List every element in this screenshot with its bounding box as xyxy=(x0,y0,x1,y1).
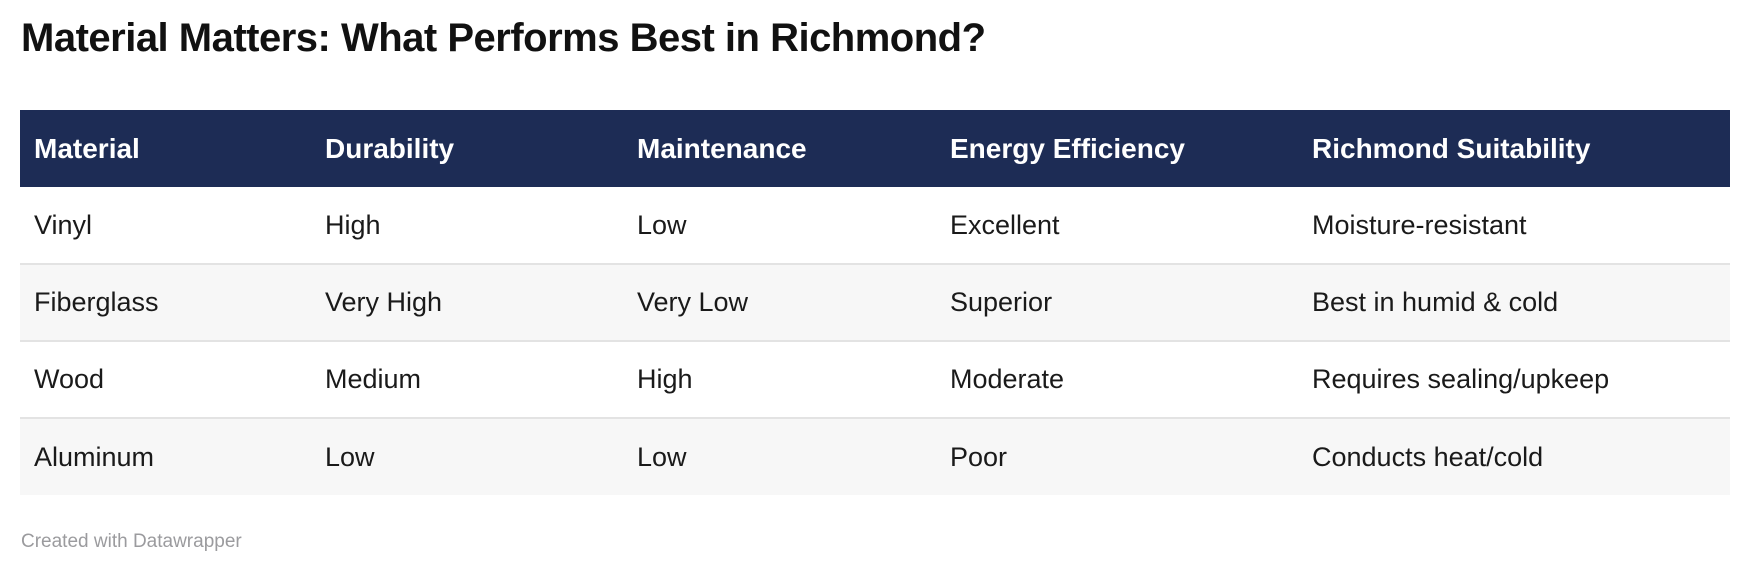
table-cell: Excellent xyxy=(950,209,1060,240)
table-row-wood: Wood Medium High Moderate Requires seali… xyxy=(20,340,1730,418)
table-cell: Best in humid & cold xyxy=(1298,263,1730,341)
table-cell: Poor xyxy=(936,417,1298,495)
table-body: Vinyl High Low Excellent Moisture-resist… xyxy=(20,187,1730,495)
table-cell: Very Low xyxy=(623,263,936,341)
table-cell: Fiberglass xyxy=(20,263,311,341)
materials-comparison-table: Material Durability Maintenance Energy E… xyxy=(20,110,1730,495)
table-header: Material Durability Maintenance Energy E… xyxy=(20,110,1730,187)
header-cell-maintenance: Maintenance xyxy=(623,110,936,187)
datawrapper-credit: Created with Datawrapper xyxy=(21,531,242,552)
table-cell: Requires sealing/upkeep xyxy=(1298,340,1730,418)
table-cell: Low xyxy=(637,209,687,240)
header-cell-material: Material xyxy=(20,110,311,187)
table-cell: High xyxy=(325,209,381,240)
table-cell: Aluminum xyxy=(20,417,311,495)
table-cell: Moisture-resistant xyxy=(1312,209,1527,240)
table-row-fiberglass: Fiberglass Very High Very Low Superior B… xyxy=(20,263,1730,341)
header-cell-durability: Durability xyxy=(311,110,623,187)
table-cell: Superior xyxy=(936,263,1298,341)
header-cell-energy-efficiency: Energy Efficiency xyxy=(936,110,1298,187)
table-cell: Vinyl xyxy=(34,209,93,240)
table-cell: Low xyxy=(623,417,936,495)
table-cell: Low xyxy=(311,417,623,495)
table-row-aluminum: Aluminum Low Low Poor Conducts heat/cold xyxy=(20,417,1730,495)
page-title: Material Matters: What Performs Best in … xyxy=(21,16,986,60)
table-cell: Conducts heat/cold xyxy=(1298,417,1730,495)
table-cell: Wood xyxy=(20,340,311,418)
table-cell: Very High xyxy=(311,263,623,341)
header-cell-richmond-suitability: Richmond Suitability xyxy=(1298,110,1730,187)
table-cell: High xyxy=(623,340,936,418)
table-header-row: Material Durability Maintenance Energy E… xyxy=(20,110,1730,187)
table-cell: Medium xyxy=(311,340,623,418)
table-cell: Moderate xyxy=(936,340,1298,418)
table-row-vinyl: Vinyl High Low Excellent Moisture-resist… xyxy=(20,187,1730,264)
